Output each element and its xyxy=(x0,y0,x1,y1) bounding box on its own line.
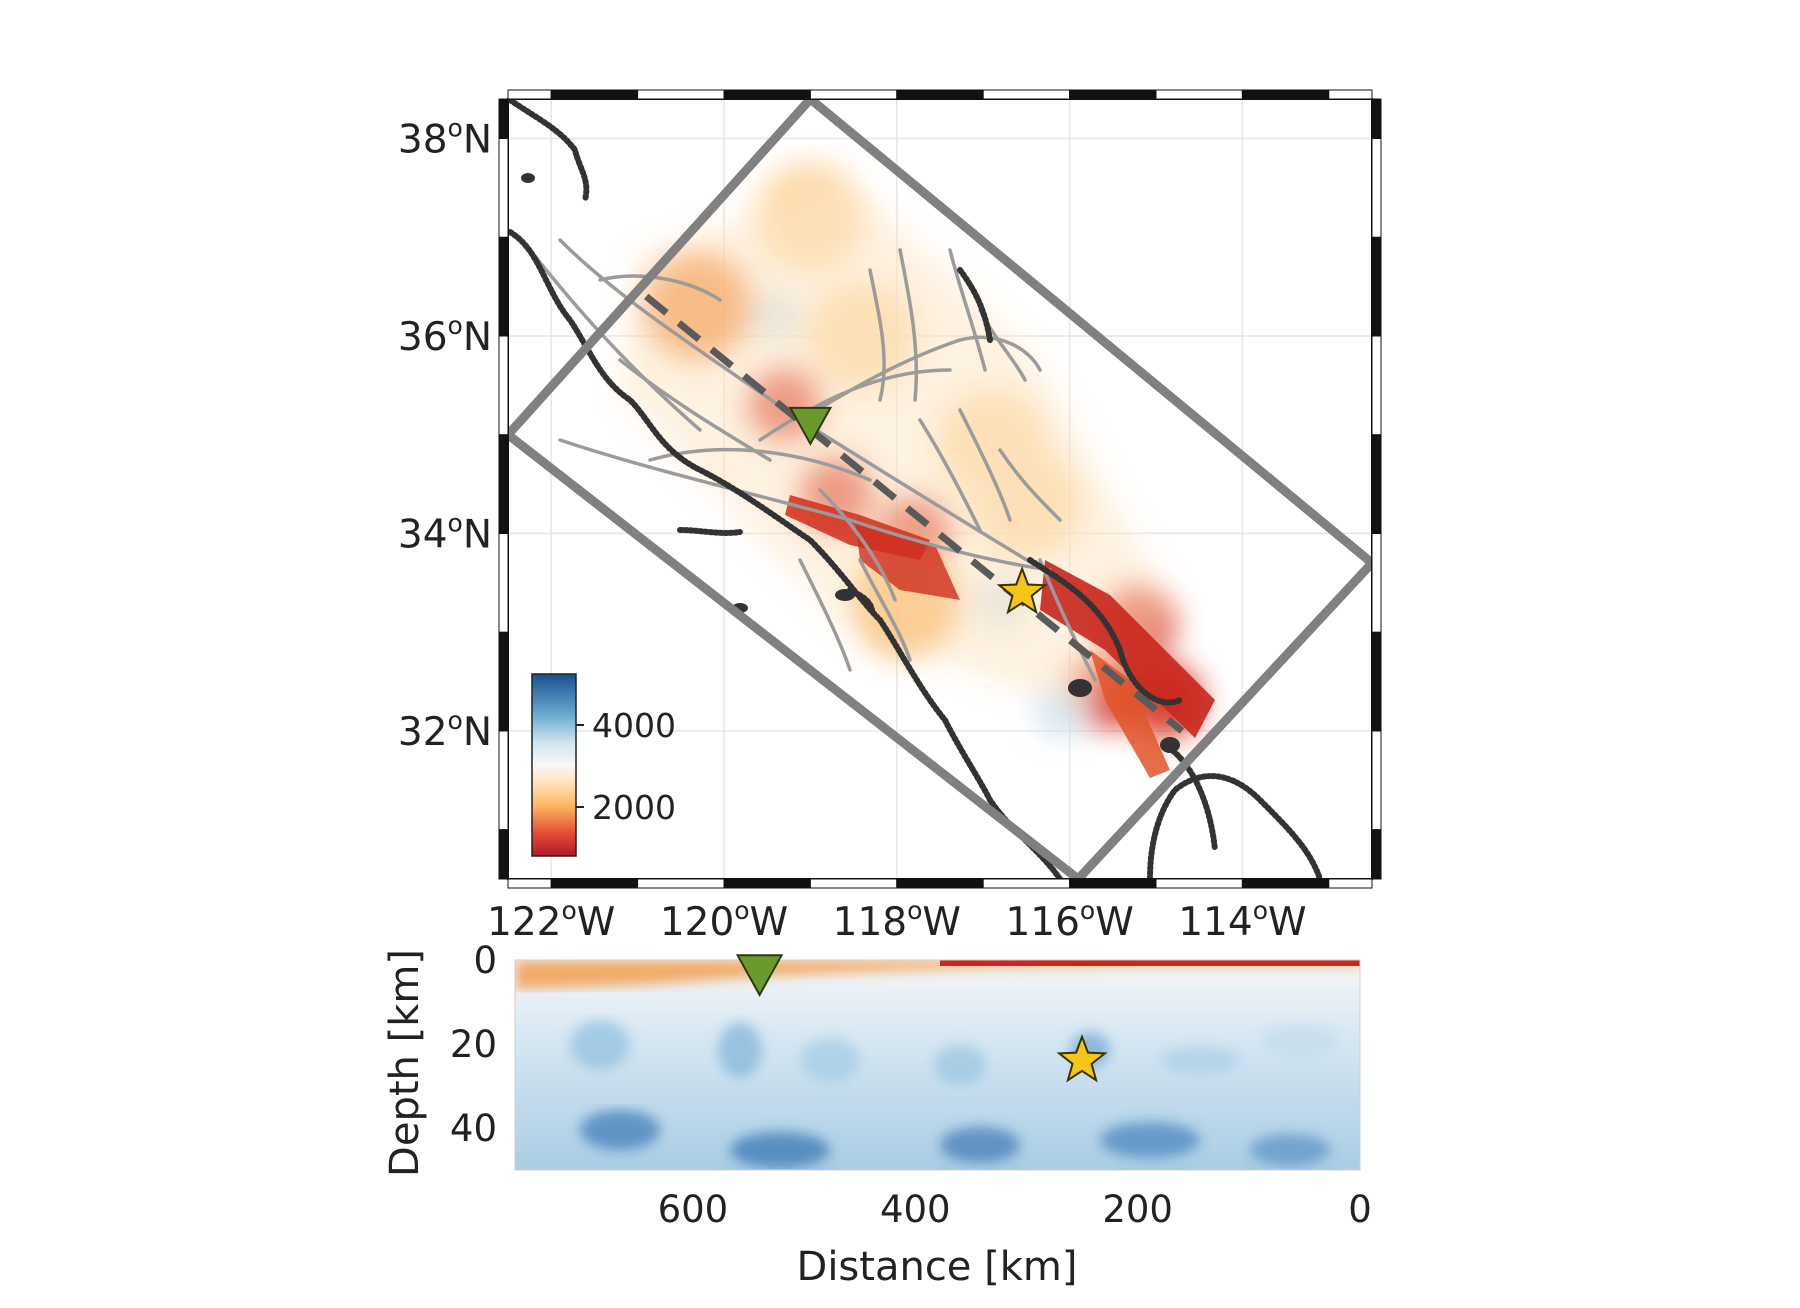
profile-line xyxy=(644,293,1185,734)
frame-segment xyxy=(723,878,811,889)
slow-velocity-belt xyxy=(785,495,1215,778)
frame-segment xyxy=(498,631,509,732)
frame-segment xyxy=(498,236,509,337)
tick-label: 114oW xyxy=(1178,896,1306,945)
map-latitude-ticks: 38oN 36oN 34oN 32oN xyxy=(398,113,492,754)
frame-segment xyxy=(507,89,552,100)
cross-section-depth-ticks: 0 20 40 xyxy=(450,939,497,1150)
frame-segment xyxy=(498,98,509,139)
map-frame xyxy=(498,89,1382,889)
frame-segment xyxy=(1371,236,1382,337)
frame-segment xyxy=(1371,434,1382,534)
frame-segment xyxy=(809,878,898,889)
frame-segment xyxy=(896,878,984,889)
frame-segment xyxy=(1371,631,1382,732)
frame-segment xyxy=(498,829,509,880)
x-axis-label: Distance [km] xyxy=(797,1244,1078,1290)
surface-low-velocity-layer xyxy=(515,960,1360,990)
station-marker xyxy=(788,406,833,446)
frame-segment xyxy=(550,89,639,100)
study-region-box xyxy=(508,99,1372,879)
tick-label: 32oN xyxy=(398,706,492,755)
frame-segment xyxy=(1069,89,1157,100)
tick-label: 0 xyxy=(473,939,497,982)
frame-segment xyxy=(1371,532,1382,633)
colorbar: 4000 2000 xyxy=(531,673,676,857)
tick-label: 200 xyxy=(1102,1188,1173,1231)
frame-segment xyxy=(1328,878,1373,889)
map-longitude-ticks: 122oW 120oW 118oW 116oW 114oW xyxy=(487,896,1307,945)
frame-segment xyxy=(1371,137,1382,238)
frame-segment xyxy=(1328,89,1373,100)
tick-label: 0 xyxy=(1348,1188,1372,1231)
tick-label: 20 xyxy=(450,1023,497,1066)
y-axis-label: Depth [km] xyxy=(382,949,428,1177)
event-star-marker xyxy=(996,565,1048,615)
surface-slow-strip xyxy=(940,960,1360,966)
frame-segment xyxy=(982,89,1071,100)
cross-section-distance-ticks: 600 400 200 0 xyxy=(658,1188,1372,1231)
frame-segment xyxy=(498,532,509,633)
frame-segment xyxy=(1371,98,1382,139)
cross-section-panel: 600 400 200 0 0 20 40 Distance [km] Depth [km… xyxy=(382,939,1372,1290)
frame-segment xyxy=(1155,89,1243,100)
tick-label: 40 xyxy=(450,1107,497,1150)
cross-section-frame xyxy=(514,959,1361,1171)
frame-segment xyxy=(498,335,509,436)
frame-segment xyxy=(1241,878,1330,889)
tick-label: 38oN xyxy=(398,113,492,162)
frame-segment xyxy=(1371,730,1382,831)
frame-segment xyxy=(809,89,898,100)
tick-label: 36oN xyxy=(398,311,492,360)
tick-label: 118oW xyxy=(833,896,961,945)
mantle-velocity-texture xyxy=(580,1110,1330,1168)
frame-segment xyxy=(507,878,552,889)
frame-segment xyxy=(1371,335,1382,436)
frame-segment xyxy=(723,89,811,100)
frame-segment xyxy=(498,730,509,831)
frame-segment xyxy=(637,89,725,100)
tick-label: 122oW xyxy=(487,896,615,945)
fault-lines xyxy=(528,238,1097,682)
frame-segment xyxy=(1155,878,1243,889)
frame-segment xyxy=(982,878,1071,889)
crust-velocity-texture xyxy=(570,1020,1340,1085)
event-star-marker xyxy=(1056,1033,1108,1083)
tick-label: 34oN xyxy=(398,508,492,557)
tick-label: 120oW xyxy=(660,896,788,945)
frame-segment xyxy=(1371,829,1382,880)
frame-segment xyxy=(1069,878,1157,889)
frame-segment xyxy=(637,878,725,889)
frame-segment xyxy=(550,878,639,889)
tick-label: 400 xyxy=(880,1188,951,1231)
tick-label: 600 xyxy=(658,1188,729,1231)
colorbar-scale xyxy=(531,673,577,857)
tick-label: 116oW xyxy=(1005,896,1133,945)
frame-segment xyxy=(896,89,984,100)
colorbar-tick-label: 4000 xyxy=(592,706,676,745)
station-marker xyxy=(735,954,784,997)
frame-segment xyxy=(498,434,509,534)
anomaly-halo xyxy=(620,177,1174,712)
frame-segment xyxy=(1241,89,1330,100)
frame-segment xyxy=(498,137,509,238)
map-panel: 4000 2000 122oW 120oW 118oW 116oW 114oW 38oN… xyxy=(398,89,1382,945)
colorbar-tick-label: 2000 xyxy=(592,788,676,827)
